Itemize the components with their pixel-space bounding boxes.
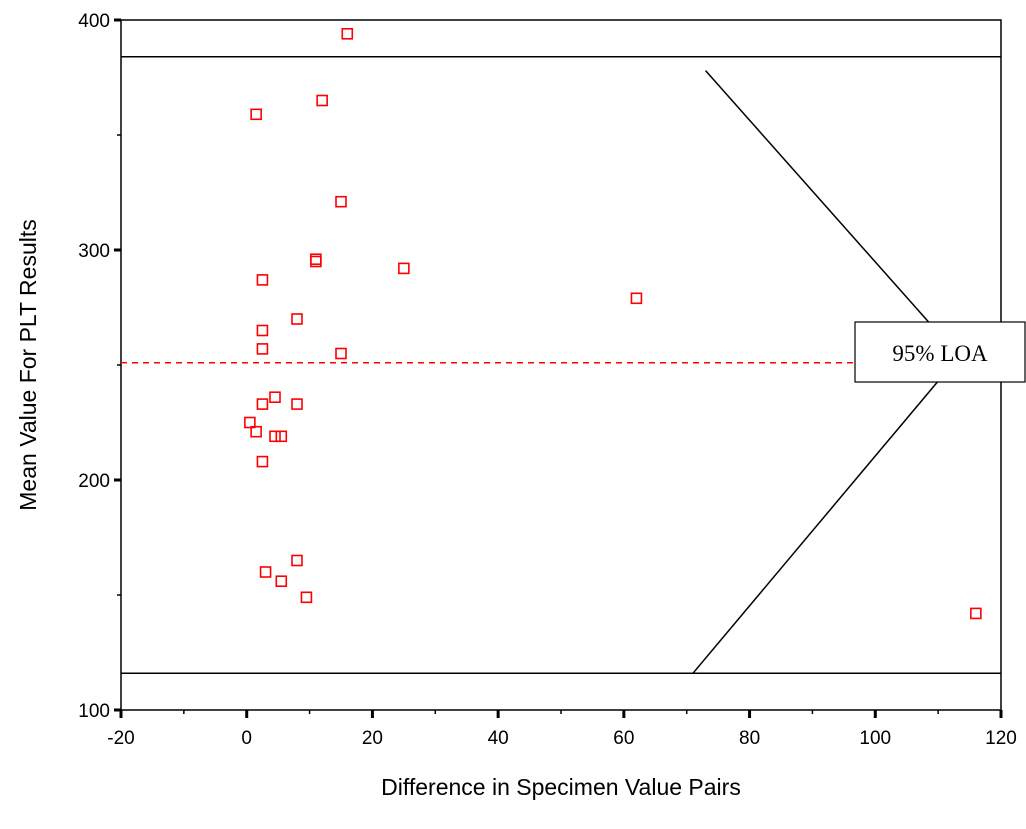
x-tick-label: 20 <box>362 728 383 749</box>
x-tick-label: 40 <box>488 728 509 749</box>
data-point <box>275 430 288 443</box>
data-point <box>630 292 643 305</box>
y-axis-title: Mean Value For PLT Results <box>15 219 41 510</box>
data-point <box>256 274 269 286</box>
data-point <box>244 416 256 429</box>
data-point <box>341 27 354 40</box>
data-point <box>256 343 269 355</box>
data-point <box>256 455 269 468</box>
x-tick-label: 60 <box>613 728 634 749</box>
data-point <box>291 554 303 567</box>
x-tick-label: 0 <box>241 728 252 749</box>
data-point <box>316 94 328 107</box>
loa-box <box>854 321 1026 383</box>
data-point <box>259 566 272 578</box>
data-point <box>335 195 347 208</box>
loa-cone-line <box>705 70 939 334</box>
data-point <box>970 607 982 620</box>
loa-cone-line <box>692 380 939 674</box>
data-point <box>335 347 347 360</box>
data-point <box>256 324 269 337</box>
data-point <box>269 430 281 443</box>
data-point <box>300 591 313 604</box>
x-tick-label: 100 <box>859 728 891 749</box>
y-tick-label: 200 <box>78 471 110 492</box>
data-point <box>256 398 269 410</box>
x-tick-label: 80 <box>739 728 760 749</box>
x-tick-label: -20 <box>107 728 134 749</box>
data-point <box>310 253 322 265</box>
y-tick-label: 100 <box>78 701 110 722</box>
data-point <box>398 262 410 275</box>
loa-annotation: 95% LOA <box>854 321 1026 383</box>
y-tick-label: 300 <box>78 241 110 262</box>
x-tick-label: 120 <box>985 728 1017 749</box>
data-point <box>269 391 281 404</box>
x-axis-title: Difference in Specimen Value Pairs <box>381 774 741 800</box>
data-point <box>250 425 262 438</box>
y-tick-label: 400 <box>78 11 110 32</box>
data-point <box>275 575 288 588</box>
data-point <box>291 313 303 325</box>
loa-label: 95% LOA <box>892 341 988 366</box>
data-point <box>291 398 303 410</box>
data-point <box>250 108 262 121</box>
